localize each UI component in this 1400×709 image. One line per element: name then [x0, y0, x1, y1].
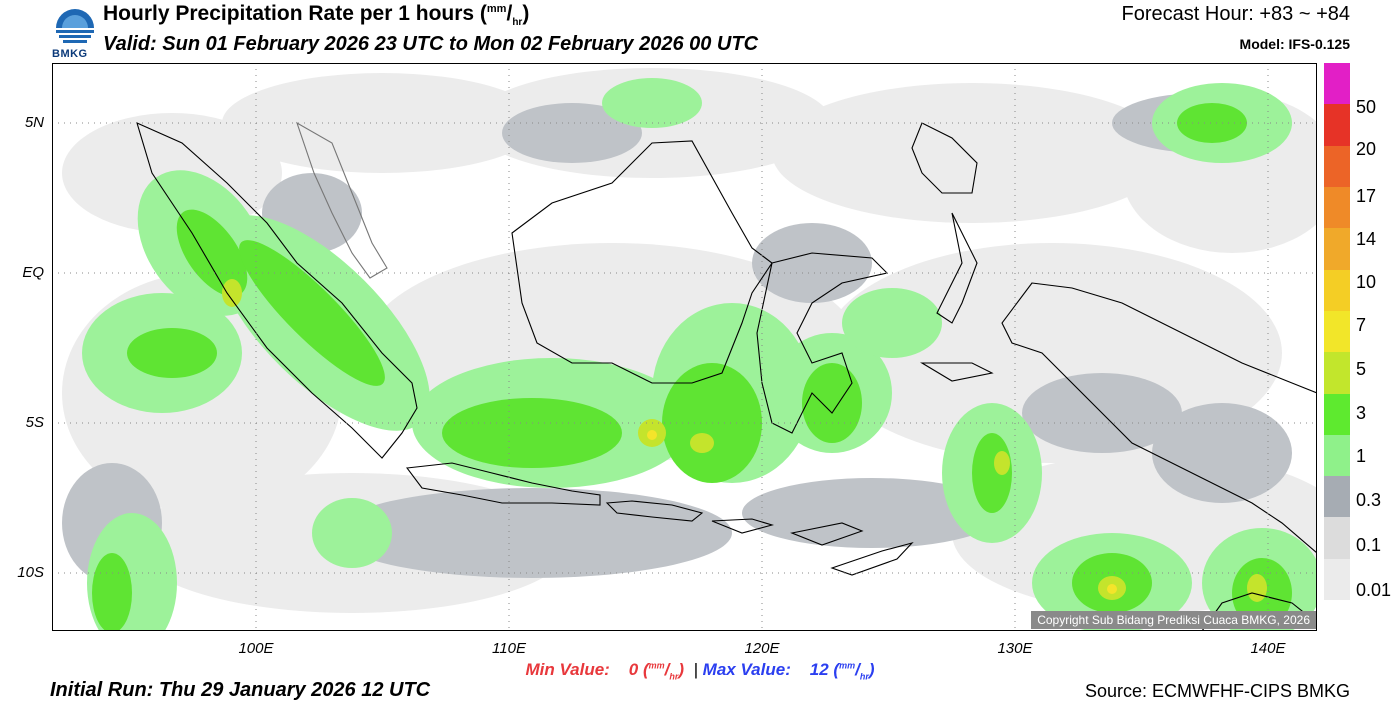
- copyright-notice: Copyright Sub Bidang Prediksi Cuaca BMKG…: [1031, 611, 1316, 629]
- color-bar-segment: [1324, 434, 1350, 477]
- lon-label-120e: 120E: [744, 640, 780, 657]
- legend-label-7: 7: [1356, 315, 1367, 335]
- color-bar-segment: [1324, 228, 1350, 270]
- legend-label-10: 10: [1356, 272, 1377, 292]
- logo-text: BMKG: [52, 48, 88, 60]
- legend-label-0-1: 0.1: [1356, 535, 1382, 555]
- color-bar-segment: [1324, 63, 1350, 105]
- lon-label-130e: 130E: [997, 640, 1033, 657]
- lon-label-110e: 110E: [492, 640, 526, 657]
- min-value: 0: [628, 660, 639, 679]
- legend-label-20: 20: [1356, 139, 1377, 159]
- precipitation-map: [52, 63, 1317, 631]
- legend-label-1: 1: [1356, 446, 1367, 466]
- legend-label-0-01: 0.01: [1356, 580, 1392, 600]
- lat-label-5n: 5N: [24, 114, 44, 131]
- legend-label-5: 5: [1356, 359, 1367, 379]
- legend-label-3: 3: [1356, 403, 1367, 423]
- lon-label-100e: 100E: [238, 640, 274, 657]
- color-bar: [1324, 63, 1350, 601]
- legend-label-17: 17: [1356, 186, 1377, 206]
- color-bar-segment: [1324, 352, 1350, 394]
- max-value-label: Max Value:: [702, 660, 791, 679]
- max-value: 12: [809, 660, 829, 679]
- color-bar-segment: [1324, 517, 1350, 559]
- forecast-hour: Forecast Hour: +83 ~ +84: [1121, 3, 1350, 25]
- color-bar-segment: [1324, 269, 1350, 311]
- lat-label-10s: 10S: [17, 564, 44, 581]
- color-bar-segment: [1324, 393, 1350, 435]
- data-source: Source: ECMWFHF-CIPS BMKG: [1084, 681, 1350, 701]
- legend-label-50: 50: [1356, 97, 1377, 117]
- color-bar-segment: [1324, 310, 1350, 353]
- min-max-values: Min Value: 0 (mm/hr) | Max Value: 12 (mm…: [525, 660, 875, 682]
- chart-title: Hourly Precipitation Rate per 1 hours (m…: [103, 2, 530, 29]
- model-name: Model: IFS-0.125: [1239, 36, 1350, 52]
- color-bar-segment: [1324, 558, 1350, 601]
- min-value-label: Min Value:: [525, 660, 610, 679]
- color-bar-segment: [1324, 145, 1350, 187]
- valid-time: Valid: Sun 01 February 2026 23 UTC to Mo…: [103, 33, 759, 55]
- legend-label-14: 14: [1356, 229, 1377, 249]
- color-bar-segment: [1324, 104, 1350, 146]
- bmkg-logo: [50, 0, 100, 62]
- legend-label-0-3: 0.3: [1356, 490, 1382, 510]
- lat-label-5s: 5S: [25, 414, 44, 431]
- initial-run: Initial Run: Thu 29 January 2026 12 UTC: [50, 679, 431, 701]
- value-separator: |: [693, 660, 698, 679]
- lon-label-140e: 140E: [1250, 640, 1286, 657]
- color-bar-segment: [1324, 186, 1350, 229]
- lat-label-eq: EQ: [22, 264, 44, 281]
- color-bar-segment: [1324, 476, 1350, 518]
